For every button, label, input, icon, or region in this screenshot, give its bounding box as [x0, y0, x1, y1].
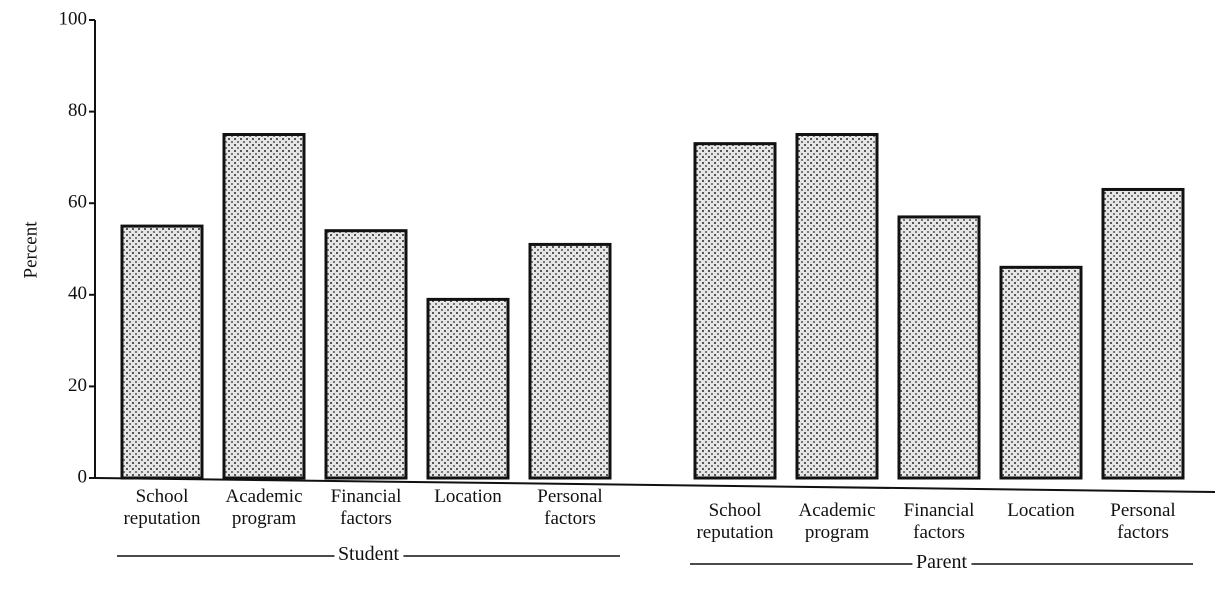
- x-tick-label: Academic program: [798, 500, 876, 543]
- bar: [1103, 189, 1183, 478]
- y-axis-label: Percent: [20, 221, 41, 279]
- bar-outline: [999, 265, 1083, 480]
- bar: [899, 216, 979, 478]
- bar-outline: [120, 224, 204, 480]
- x-tick-label: School reputation: [123, 486, 201, 529]
- bar: [122, 226, 202, 478]
- x-tick-label: Academic program: [225, 486, 303, 529]
- bar: [224, 134, 304, 478]
- bar: [1001, 267, 1081, 478]
- bar: [326, 230, 406, 478]
- bar: [797, 134, 877, 478]
- bar: [530, 244, 610, 478]
- y-tick-label: 0: [78, 466, 88, 487]
- y-tick-label: 100: [59, 8, 88, 29]
- y-tick-label: 40: [68, 283, 87, 304]
- bar-outline: [897, 215, 981, 480]
- bar-outline: [528, 242, 612, 480]
- bar-outline: [426, 297, 510, 480]
- bar-outline: [324, 229, 408, 480]
- x-tick-label: School reputation: [696, 500, 774, 543]
- x-tick-label: Personal factors: [1110, 500, 1176, 543]
- x-tick-label: Personal factors: [537, 486, 603, 529]
- bar-outline: [795, 133, 879, 480]
- x-tick-label: Location: [1007, 500, 1075, 521]
- bar: [695, 143, 775, 478]
- y-tick-label: 80: [68, 100, 87, 121]
- x-tick-label: Location: [434, 486, 502, 507]
- x-tick-label: Financial factors: [330, 486, 402, 529]
- bar-outline: [1101, 187, 1185, 480]
- bar-outline: [693, 142, 777, 480]
- group-label: Parent: [911, 551, 972, 574]
- x-axis: [94, 477, 1216, 493]
- group-label: Student: [333, 543, 404, 566]
- x-tick-label: Financial factors: [903, 500, 975, 543]
- y-tick-label: 60: [68, 192, 87, 213]
- bar-outline: [222, 133, 306, 480]
- bar: [428, 299, 508, 478]
- y-tick-label: 20: [68, 375, 87, 396]
